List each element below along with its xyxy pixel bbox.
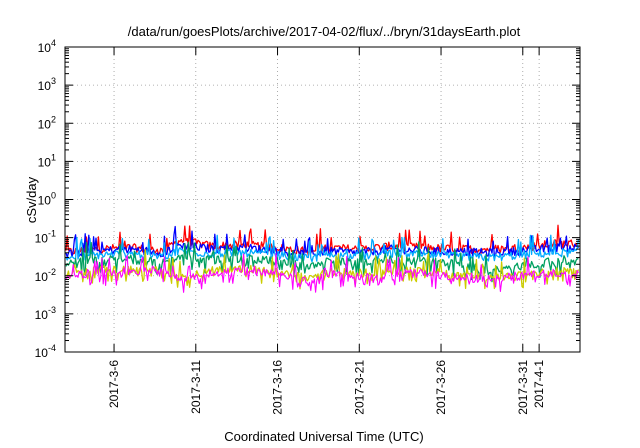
series-line	[65, 234, 580, 263]
series-line	[65, 224, 579, 257]
series-layer	[65, 224, 580, 293]
y-tick-label: 103	[38, 76, 56, 93]
plot-frame	[64, 46, 581, 353]
x-tick-label: 2017-3-11	[189, 360, 203, 414]
y-tick-label: 100	[38, 191, 56, 208]
series-line	[65, 241, 579, 283]
y-tick-label: 10-2	[35, 267, 56, 284]
x-axis-label: Coordinated Universal Time (UTC)	[224, 429, 423, 444]
x-axis: 2017-3-6 2017-3-11 2017-3-16 2017-3-21 2017-…	[107, 47, 546, 415]
series-line	[65, 249, 580, 290]
x-tick-label: 2017-4-1	[532, 360, 546, 408]
chart-title: /data/run/goesPlots/archive/2017-04-02/f…	[128, 24, 521, 39]
x-tick-label: 2017-3-6	[107, 360, 121, 408]
x-tick-label: 2017-3-21	[352, 360, 366, 415]
series-line	[65, 225, 579, 259]
y-tick-label: 10-3	[35, 305, 56, 322]
series-line	[65, 252, 579, 293]
y-axis: 104 103 102 101 100 10-1 10-2 10-3 10-4	[35, 38, 580, 360]
x-tick-label: 2017-3-26	[434, 360, 448, 415]
y-tick-label: 10-4	[35, 343, 56, 360]
y-tick-label: 101	[38, 152, 56, 169]
grid	[65, 47, 580, 352]
x-tick-label: 2017-3-16	[271, 360, 285, 415]
y-axis-label: cSv/day	[24, 176, 39, 223]
x-tick-label: 2017-3-31	[516, 360, 530, 415]
y-tick-label: 104	[38, 38, 56, 55]
y-tick-label: 102	[38, 114, 56, 131]
y-tick-label: 10-1	[35, 229, 56, 246]
